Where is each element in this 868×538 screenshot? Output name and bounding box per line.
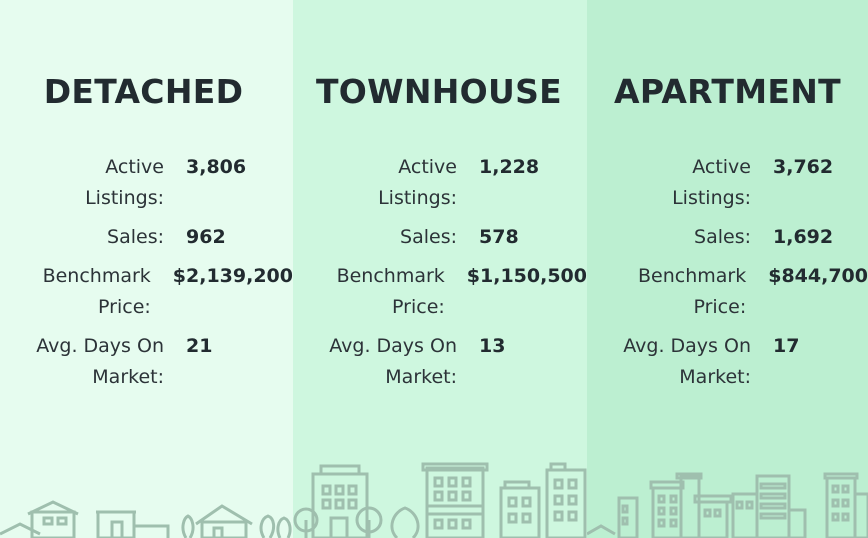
detached-title: DETACHED: [43, 72, 244, 111]
avg-days-label: Avg. Days On Market:: [36, 335, 164, 388]
active-listings-value: 3,762: [773, 156, 834, 178]
benchmark-price-row: Benchmark Price: $844,700: [587, 261, 868, 323]
benchmark-price-value: $1,150,500: [466, 265, 587, 287]
benchmark-price-value: $2,139,200: [172, 265, 293, 287]
apartment-title: APARTMENT: [614, 72, 841, 111]
sales-label: Sales:: [400, 226, 457, 248]
active-listings-label: Active Listings:: [378, 156, 457, 209]
houses-skyline-icon: [0, 500, 292, 538]
sales-row: Sales: 578: [293, 222, 587, 253]
benchmark-price-value: $844,700: [768, 265, 868, 287]
apartment-skyline-icon: [587, 472, 868, 538]
sales-row: Sales: 962: [0, 222, 293, 253]
benchmark-price-label: Benchmark Price:: [42, 265, 151, 318]
avg-days-row: Avg. Days On Market: 17: [587, 331, 868, 393]
sales-row: Sales: 1,692: [587, 222, 868, 253]
benchmark-price-row: Benchmark Price: $1,150,500: [293, 261, 587, 323]
avg-days-row: Avg. Days On Market: 13: [293, 331, 587, 393]
townhouse-skyline-icon: [293, 462, 587, 538]
avg-days-row: Avg. Days On Market: 21: [0, 331, 293, 393]
sales-label: Sales:: [694, 226, 751, 248]
sales-value: 962: [186, 226, 226, 248]
active-listings-row: Active Listings: 1,228: [293, 152, 587, 214]
active-listings-value: 3,806: [186, 156, 247, 178]
sales-label: Sales:: [107, 226, 164, 248]
sales-value: 578: [479, 226, 519, 248]
benchmark-price-row: Benchmark Price: $2,139,200: [0, 261, 293, 323]
detached-column: DETACHED Active Listings: 3,806 Sales: 9…: [0, 0, 293, 538]
active-listings-row: Active Listings: 3,762: [587, 152, 868, 214]
avg-days-value: 21: [186, 335, 213, 357]
benchmark-price-label: Benchmark Price:: [638, 265, 747, 318]
active-listings-value: 1,228: [479, 156, 540, 178]
avg-days-value: 13: [479, 335, 506, 357]
townhouse-column: TOWNHOUSE Active Listings: 1,228 Sales: …: [293, 0, 587, 538]
avg-days-value: 17: [773, 335, 800, 357]
benchmark-price-label: Benchmark Price:: [336, 265, 445, 318]
sales-value: 1,692: [773, 226, 834, 248]
townhouse-stats: Active Listings: 1,228 Sales: 578 Benchm…: [293, 152, 587, 401]
avg-days-label: Avg. Days On Market:: [623, 335, 751, 388]
townhouse-title: TOWNHOUSE: [315, 72, 563, 111]
apartment-column: APARTMENT Active Listings: 3,762 Sales: …: [587, 0, 868, 538]
active-listings-row: Active Listings: 3,806: [0, 152, 293, 214]
active-listings-label: Active Listings:: [672, 156, 751, 209]
apartment-stats: Active Listings: 3,762 Sales: 1,692 Benc…: [587, 152, 868, 401]
avg-days-label: Avg. Days On Market:: [329, 335, 457, 388]
active-listings-label: Active Listings:: [85, 156, 164, 209]
detached-stats: Active Listings: 3,806 Sales: 962 Benchm…: [0, 152, 293, 401]
